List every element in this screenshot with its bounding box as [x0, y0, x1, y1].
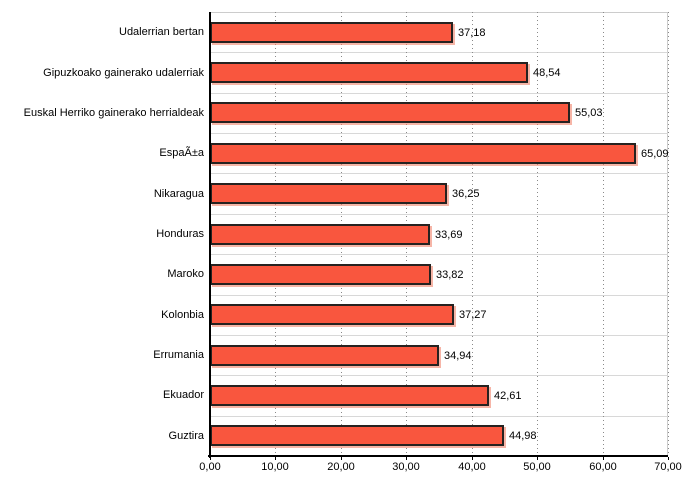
x-tick-mark — [210, 457, 211, 460]
bar-value-label: 37,18 — [458, 27, 486, 39]
x-tick-label: 30,00 — [392, 461, 420, 473]
row-separator — [210, 214, 668, 215]
row-separator — [210, 52, 668, 53]
category-label: Kolonbia — [161, 309, 204, 321]
x-tick-mark — [406, 457, 407, 460]
bar-value-label: 33,82 — [436, 269, 464, 281]
row-separator — [210, 254, 668, 255]
category-label: Honduras — [156, 228, 204, 240]
category-label: Ekuador — [163, 389, 204, 401]
x-axis — [208, 455, 668, 457]
row-separator — [210, 335, 668, 336]
y-axis — [209, 12, 211, 458]
category-label: Errumania — [153, 349, 204, 361]
bar — [210, 22, 453, 43]
category-label: Maroko — [167, 268, 204, 280]
bar-value-label: 55,03 — [575, 107, 603, 119]
bar-value-label: 33,69 — [435, 229, 463, 241]
bar — [210, 224, 430, 245]
row-separator — [210, 295, 668, 296]
bar — [210, 183, 447, 204]
category-label: Euskal Herriko gainerako herrialdeak — [23, 107, 204, 119]
row-separator — [210, 416, 668, 417]
x-tick-label: 0,00 — [199, 461, 221, 473]
x-tick-mark — [603, 457, 604, 460]
gridline — [603, 12, 604, 456]
x-tick-label: 10,00 — [261, 461, 289, 473]
row-separator — [210, 93, 668, 94]
bar-value-label: 42,61 — [494, 390, 522, 402]
bar-value-label: 44,98 — [509, 430, 537, 442]
x-tick-mark — [472, 457, 473, 460]
x-tick-label: 50,00 — [523, 461, 551, 473]
row-separator — [210, 375, 668, 376]
bar-value-label: 48,54 — [533, 67, 561, 79]
bar — [210, 264, 431, 285]
gridline — [668, 12, 669, 456]
x-tick-label: 40,00 — [458, 461, 486, 473]
bar-value-label: 37,27 — [459, 309, 487, 321]
bar-value-label: 34,94 — [444, 350, 472, 362]
row-separator — [210, 173, 668, 174]
gridline — [472, 12, 473, 456]
x-tick-mark — [668, 457, 669, 460]
bar — [210, 102, 570, 123]
gridline — [537, 12, 538, 456]
x-tick-label: 70,00 — [654, 461, 682, 473]
category-label: Nikaragua — [153, 188, 204, 200]
category-label: EspaÃ±a — [159, 147, 204, 159]
x-tick-label: 20,00 — [327, 461, 355, 473]
category-label: Gipuzkoako gainerako udalerriak — [43, 67, 204, 79]
bar — [210, 425, 504, 446]
bar — [210, 143, 636, 164]
category-label: Udalerrian bertan — [119, 26, 204, 38]
bar — [210, 385, 489, 406]
x-tick-mark — [341, 457, 342, 460]
bar — [210, 62, 528, 83]
bar-value-label: 36,25 — [452, 188, 480, 200]
category-label: Guztira — [168, 430, 204, 442]
x-tick-mark — [275, 457, 276, 460]
bar — [210, 304, 454, 325]
x-tick-label: 60,00 — [589, 461, 617, 473]
bar — [210, 345, 439, 366]
bar-value-label: 65,09 — [641, 148, 669, 160]
row-separator — [210, 133, 668, 134]
x-tick-mark — [537, 457, 538, 460]
